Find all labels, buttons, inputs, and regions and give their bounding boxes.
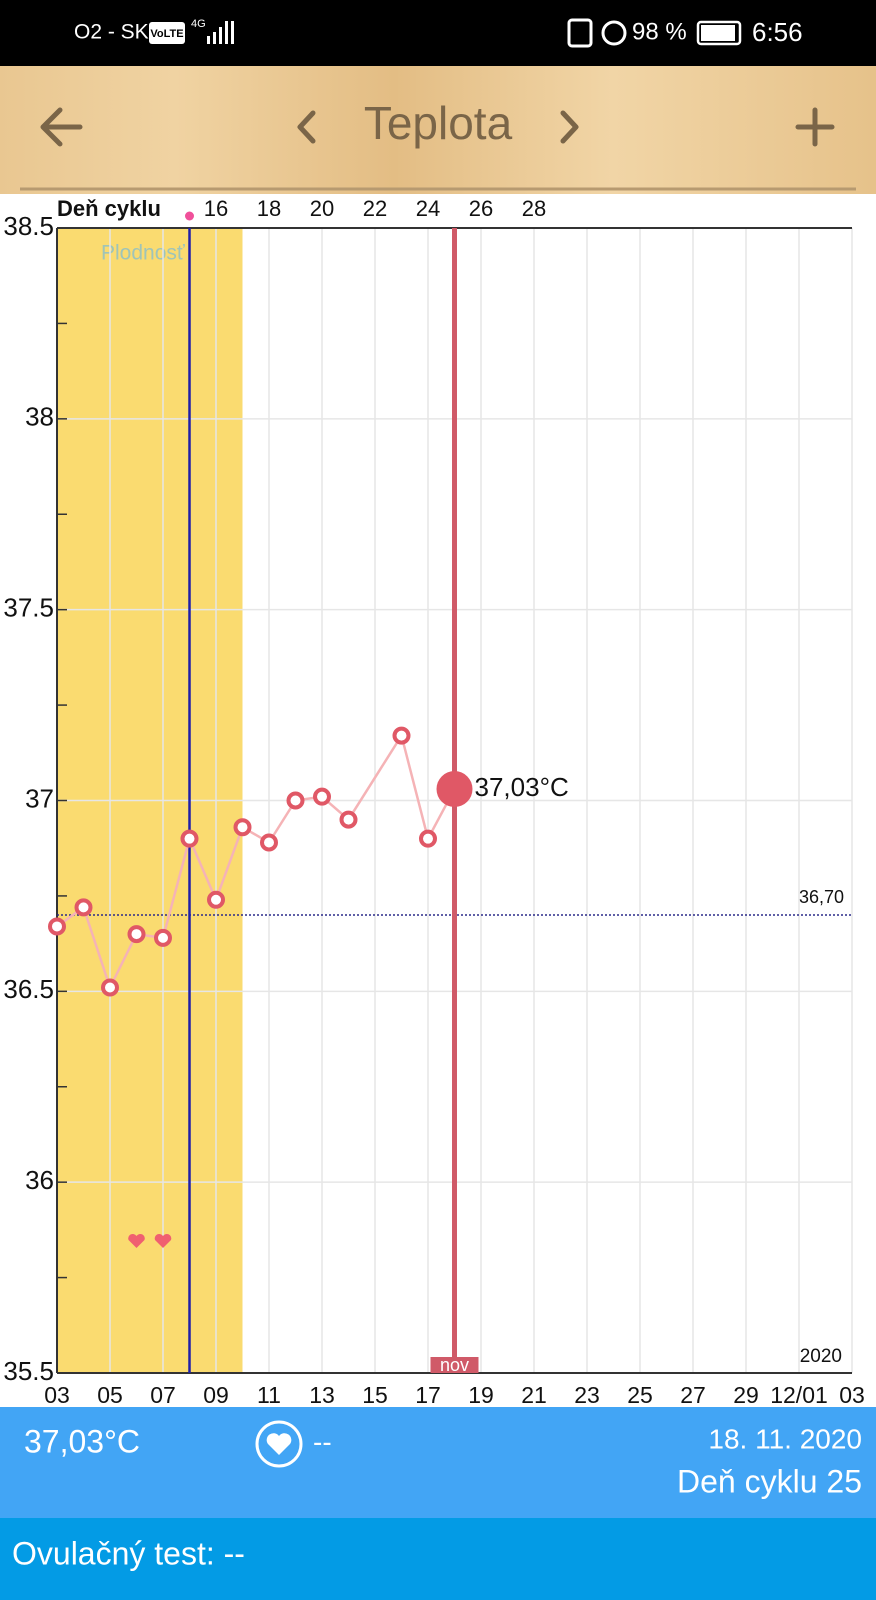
y-tick-label: 38	[25, 402, 54, 432]
intercourse-heart	[128, 1233, 145, 1248]
x-tick-label: 13	[309, 1382, 335, 1408]
cycle-day-axis-label: Deň cyklu	[57, 196, 161, 221]
temperature-point	[313, 787, 331, 806]
cycle-day-tick: 22	[363, 196, 387, 221]
battery-icon	[696, 20, 742, 46]
heart-icon	[266, 1433, 292, 1455]
today-label: nov	[440, 1355, 469, 1375]
y-tick-label: 37.5	[3, 593, 54, 623]
y-tick-label: 37	[25, 783, 54, 813]
x-tick-label: 29	[733, 1382, 759, 1408]
temperature-point	[48, 917, 66, 936]
temperature-point	[207, 890, 225, 909]
temperature-point	[154, 928, 172, 947]
next-button[interactable]	[560, 110, 579, 144]
carrier: O2 - SK	[74, 21, 149, 44]
screen-title: Teplota	[364, 97, 513, 149]
x-tick-label: 23	[574, 1382, 600, 1408]
current-temperature-label: 37,03°C	[475, 772, 569, 802]
temperature-point	[419, 829, 437, 848]
x-tick-label: 03	[44, 1382, 70, 1408]
temperature-point	[233, 818, 252, 837]
x-tick-label: 17	[415, 1382, 441, 1408]
cycle-day-tick: 24	[416, 196, 440, 221]
cycle-day-tick: 28	[522, 196, 546, 221]
y-tick-label: 38.5	[3, 211, 54, 241]
cycle-day-tick: 20	[310, 196, 334, 221]
header	[0, 66, 876, 194]
cycle-day-tick: 18	[257, 196, 281, 221]
temperature-chart: Plodnosť 35.5 36 36.5 37 37.5 38 38.5 03 05 07 09 11…	[3, 196, 864, 1408]
day-temperature: 37,03°C	[24, 1423, 140, 1459]
volte: VoLTE	[150, 28, 183, 40]
temperature-point	[101, 978, 119, 997]
volte-badge	[149, 22, 185, 44]
day-summary	[0, 1407, 876, 1518]
prev-button[interactable]	[297, 110, 316, 144]
temperature-point	[127, 925, 146, 944]
intercourse-heart	[154, 1233, 172, 1248]
mucus-value: --	[313, 1426, 332, 1457]
today-tag	[430, 1357, 479, 1373]
network: 4G	[191, 18, 206, 30]
add-button[interactable]	[795, 107, 835, 147]
x-tick-label: 19	[468, 1382, 494, 1408]
temperature-point	[392, 726, 411, 745]
x-tick-label: 21	[521, 1382, 547, 1408]
x-tick-label: 27	[680, 1382, 706, 1408]
clock: 6:56	[752, 17, 803, 47]
x-tick-label: 11	[257, 1382, 281, 1408]
cycle-day-tick: 16	[204, 196, 228, 221]
ovulation-test-bar[interactable]	[0, 1518, 876, 1600]
ovulation-marker	[185, 211, 194, 221]
mucus-icon	[255, 1420, 303, 1468]
cycle-day: Deň cyklu 25	[677, 1463, 862, 1499]
alarm-icon	[601, 20, 627, 46]
x-tick-label: 03	[839, 1382, 865, 1408]
temperature-point	[339, 810, 358, 829]
temperature-point	[180, 829, 199, 848]
y-tick-label: 36.5	[3, 974, 54, 1004]
x-tick-label: 07	[150, 1382, 176, 1408]
x-tick-label: 05	[97, 1382, 123, 1408]
current-temperature-dot	[436, 771, 473, 808]
fertile-label: Plodnosť	[101, 242, 186, 265]
date: 18. 11. 2020	[708, 1423, 862, 1454]
coverline-label: 36,70	[799, 887, 844, 907]
back-button[interactable]	[40, 107, 83, 147]
battery-percent: 98 %	[632, 18, 687, 45]
ovulation-test: Ovulačný test: --	[12, 1535, 245, 1571]
temperature-point	[286, 791, 305, 810]
temperature-point	[260, 833, 278, 852]
cycle-day-tick: 26	[469, 196, 493, 221]
y-tick-label: 35.5	[3, 1356, 54, 1386]
year-label: 2020	[800, 1346, 842, 1367]
x-tick-label: 25	[627, 1382, 653, 1408]
x-tick-label: 12/01	[770, 1382, 828, 1408]
temperature-point	[74, 898, 93, 917]
x-tick-label: 15	[362, 1382, 388, 1408]
battery-level	[701, 25, 735, 41]
nfc-icon	[567, 18, 593, 48]
x-tick-label: 09	[203, 1382, 229, 1408]
signal-icon	[207, 21, 234, 44]
y-tick-label: 36	[25, 1165, 54, 1195]
